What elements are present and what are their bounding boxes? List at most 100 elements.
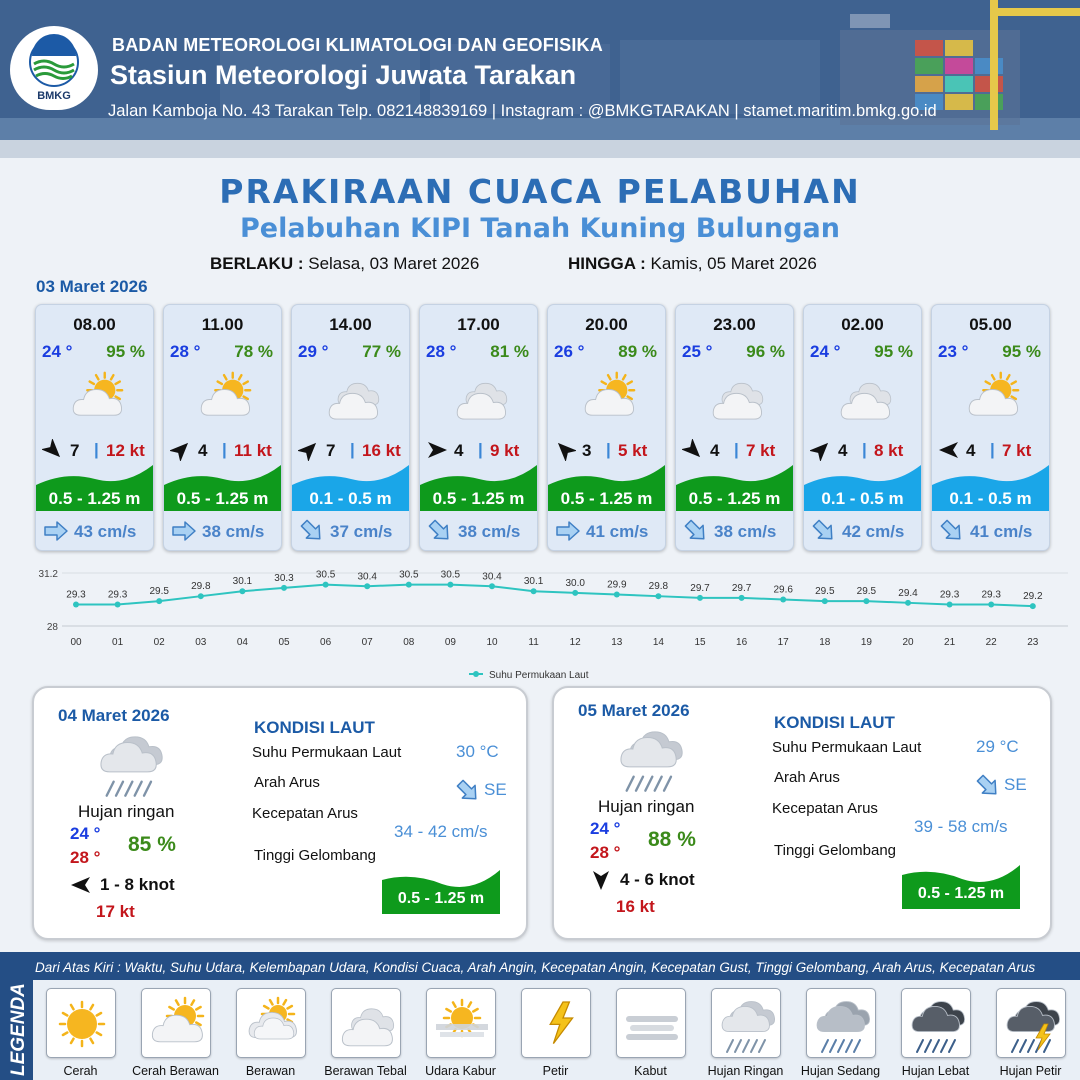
wind-direction-icon: [682, 439, 701, 458]
bmkg-logo-icon: [29, 34, 79, 87]
chart-x-tick-label: 07: [362, 637, 374, 648]
chart-data-label: 29.5: [149, 586, 169, 597]
separator: |: [990, 440, 995, 459]
chart-x-tick-label: 00: [70, 637, 82, 648]
chart-point: [197, 593, 204, 600]
hujan-ringan-icon: [620, 731, 683, 792]
day-wave-height: 0.5 - 1.25 m: [397, 890, 485, 907]
legend-label: Kabut: [634, 1064, 667, 1078]
hour-temperature: 23 °: [938, 342, 969, 361]
legend-item: Udara Kabur: [413, 988, 508, 1078]
current-direction-icon: [428, 519, 449, 540]
udara-kabur-icon: [435, 998, 488, 1038]
chart-x-tick-label: 14: [653, 637, 665, 648]
chart-x-tick-label: 04: [237, 637, 249, 648]
hour-wave-height: 0.5 - 1.25 m: [48, 489, 141, 508]
legend-item: Hujan Petir: [983, 988, 1078, 1078]
hour-current-speed: 41 cm/s: [586, 522, 649, 541]
hour-wind-speed: 3: [582, 441, 592, 460]
legend-item: Cerah Berawan: [128, 988, 223, 1078]
current-direction-icon: [456, 779, 477, 800]
chart-x-tick-label: 06: [320, 637, 332, 648]
chart-x-tick-label: 01: [112, 637, 124, 648]
hour-current-speed: 42 cm/s: [842, 522, 905, 541]
hour-wave-height: 0.1 - 0.5 m: [309, 489, 392, 508]
day-humidity: 88 %: [648, 828, 696, 851]
wave-height-shape: [902, 865, 1020, 909]
hour-gust: 12 kt: [106, 441, 145, 460]
chart-legend-label: Suhu Permukaan Laut: [489, 670, 589, 681]
chart-point: [489, 583, 495, 590]
hour-wind-speed: 4: [966, 441, 976, 460]
chart-data-label: 30.1: [233, 576, 253, 587]
hour-humidity: 95 %: [1002, 342, 1041, 361]
separator: |: [862, 440, 867, 459]
wave-height-shape: [164, 465, 281, 511]
hour-wind-speed: 7: [70, 441, 80, 460]
legend-icon-box: [520, 988, 591, 1058]
day-humidity: 85 %: [128, 833, 176, 856]
chart-point: [572, 589, 579, 596]
sst-label: Suhu Permukaan Laut: [772, 739, 922, 756]
hour-card: 20.00 26 ° 89 % 3 | 5 kt 0.5 - 1.25 m 41 cm/s: [547, 304, 666, 551]
hour-gust: 11 kt: [234, 441, 272, 460]
day-date: 05 Maret 2026: [578, 701, 690, 720]
chart-x-tick-label: 12: [570, 637, 582, 648]
chart-y-tick-label: 31.2: [39, 569, 59, 580]
hour-wind-speed: 7: [326, 441, 336, 460]
station-address: Jalan Kamboja No. 43 Tarakan Telp. 08214…: [108, 102, 937, 120]
hour-time: 17.00: [457, 315, 500, 334]
sst-label: Suhu Permukaan Laut: [252, 744, 402, 761]
legend-icon-box: [425, 988, 496, 1058]
legend-label: Hujan Petir: [999, 1064, 1062, 1078]
chart-point: [73, 601, 79, 608]
wave-height-label: Tinggi Gelombang: [774, 842, 897, 859]
legend-icon-box: [900, 988, 971, 1058]
chart-data-label: 29.3: [981, 589, 1001, 600]
wave-height-shape: [420, 465, 537, 511]
chart-x-tick-label: 20: [902, 637, 914, 648]
separator: |: [350, 440, 355, 459]
chart-point: [613, 591, 620, 598]
current-direction-icon: [976, 774, 997, 795]
chart-data-label: 29.3: [108, 589, 128, 600]
hour-gust: 7 kt: [746, 441, 776, 460]
legend-title: LEGENDA: [8, 983, 29, 1076]
chart-x-tick-label: 18: [819, 637, 831, 648]
day1-date: 03 Maret 2026: [36, 277, 148, 296]
wave-height-shape: [382, 870, 500, 914]
wind-direction-icon: [593, 871, 609, 890]
chart-x-tick-label: 23: [1027, 637, 1039, 648]
chart-x-tick-label: 13: [611, 637, 623, 648]
separator: |: [734, 440, 739, 459]
current-direction-icon: [44, 521, 68, 541]
legend-icon-box: [330, 988, 401, 1058]
current-direction-icon: [172, 521, 196, 541]
hour-wave-height: 0.5 - 1.25 m: [432, 489, 525, 508]
cerah-icon: [58, 1000, 105, 1048]
hour-wind-speed: 4: [454, 441, 464, 460]
hour-current-speed: 38 cm/s: [458, 522, 521, 541]
legend-label: Petir: [542, 1064, 569, 1078]
hour-card: 02.00 24 ° 95 % 4 | 8 kt 0.1 - 0.5 m 42 cm/s: [803, 304, 922, 551]
wind-direction-icon: [71, 877, 90, 893]
day-temp-min: 24 °: [70, 824, 101, 843]
wind-direction-icon: [939, 442, 958, 458]
day-gust: 17 kt: [96, 902, 135, 921]
valid-to-value: Kamis, 05 Maret 2026: [650, 254, 817, 273]
hour-time: 02.00: [841, 315, 884, 334]
hour-time: 08.00: [73, 315, 116, 334]
hujan-lebat-icon: [911, 1001, 965, 1053]
chart-point: [1029, 603, 1036, 610]
legend-item: Cerah: [33, 988, 128, 1078]
day-panel: 04 Maret 2026 Hujan ringan 24 ° 28 ° 85 % 1 -…: [32, 686, 528, 940]
chart-x-tick-label: 09: [445, 637, 457, 648]
hour-temperature: 28 °: [170, 342, 201, 361]
hour-card: 14.00 29 ° 77 % 7 | 16 kt 0.1 - 0.5 m 37 cm/s: [291, 304, 410, 551]
berawan-tebal-icon: [341, 1008, 394, 1047]
chart-point: [738, 594, 745, 601]
current-speed-value: 39 - 58 cm/s: [914, 817, 1008, 836]
chart-x-tick-label: 05: [278, 637, 290, 648]
hour-wave-height: 0.5 - 1.25 m: [560, 489, 653, 508]
wind-direction-icon: [557, 442, 576, 461]
